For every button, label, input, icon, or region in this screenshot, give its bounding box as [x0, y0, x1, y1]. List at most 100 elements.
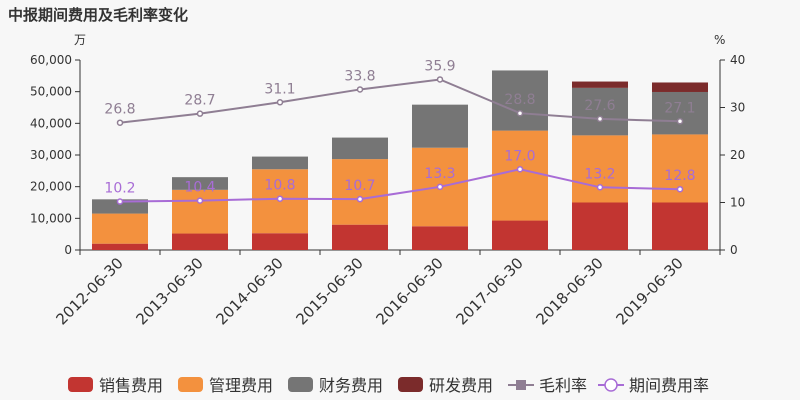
x-tick-label: 2013-06-30 — [132, 254, 206, 328]
line-point — [436, 76, 444, 83]
left-tick-label: 40,000 — [30, 116, 72, 130]
legend-item[interactable]: 销售费用 — [68, 376, 163, 395]
data-label: 10.8 — [264, 178, 295, 194]
legend-marker — [604, 378, 618, 392]
data-label: 28.8 — [504, 92, 535, 108]
data-label: 35.9 — [424, 58, 455, 74]
line-point — [196, 197, 204, 204]
line-point — [676, 185, 684, 193]
bar-segment — [92, 213, 148, 244]
plot-area: 0 10,000 20,000 30,000 40,000 50,000 60,000 0 10… — [30, 53, 745, 328]
legend-swatch — [68, 377, 93, 392]
legend-item[interactable]: 财务费用 — [288, 376, 383, 395]
right-tick-label: 20 — [730, 148, 745, 162]
data-label: 33.8 — [344, 68, 375, 84]
line-point — [196, 110, 204, 117]
bar-segment — [412, 226, 468, 250]
line-point — [356, 195, 364, 203]
bar-segment — [252, 233, 308, 250]
line-point — [436, 183, 444, 191]
line-point — [276, 195, 284, 202]
data-label: 13.3 — [424, 166, 455, 182]
bar-segment — [92, 243, 148, 250]
right-axis-unit: % — [714, 33, 725, 47]
bar-segment — [652, 202, 708, 250]
right-tick-label: 40 — [730, 53, 745, 67]
left-tick-label: 0 — [64, 243, 72, 257]
legend-item[interactable]: 毛利率 — [508, 376, 587, 395]
data-label: 10.2 — [104, 181, 135, 197]
bar-segment — [492, 130, 548, 221]
legend: 销售费用 管理费用 财务费用 研发费用 毛利率 期间费用率 — [68, 376, 709, 395]
line-point — [596, 115, 604, 123]
x-tick-label: 2019-06-30 — [612, 254, 686, 328]
legend-swatch — [398, 377, 423, 392]
left-tick-label: 10,000 — [30, 211, 72, 225]
left-axis-unit: 万 — [74, 33, 86, 47]
series-line — [119, 168, 681, 203]
right-tick-label: 30 — [730, 101, 745, 115]
data-label: 31.1 — [264, 81, 295, 97]
left-tick-label: 50,000 — [30, 85, 72, 99]
bar-segment — [332, 224, 388, 250]
bar-segment — [572, 135, 628, 203]
bar-segment — [412, 104, 468, 148]
right-tick-label: 10 — [730, 196, 745, 210]
legend-label: 财务费用 — [319, 376, 383, 395]
line-point — [676, 118, 684, 125]
right-tick-label: 0 — [730, 243, 738, 257]
data-label: 27.6 — [584, 98, 615, 114]
bar-segment — [572, 81, 628, 88]
legend-marker — [516, 380, 526, 390]
line-point — [596, 184, 604, 191]
x-tick-label: 2016-06-30 — [372, 254, 446, 328]
legend-item[interactable]: 管理费用 — [178, 376, 273, 395]
legend-label: 管理费用 — [209, 376, 273, 395]
data-label: 13.2 — [584, 166, 615, 182]
bar-segment — [572, 202, 628, 250]
x-tick-label: 2018-06-30 — [532, 254, 606, 328]
bar-segment — [332, 159, 388, 225]
bar-segment — [332, 137, 388, 160]
left-tick-label: 30,000 — [30, 148, 72, 162]
x-tick-label: 2017-06-30 — [452, 254, 526, 328]
bar-segment — [652, 82, 708, 92]
line-point — [356, 86, 364, 93]
data-label: 10.7 — [344, 178, 375, 194]
line-point — [116, 198, 124, 205]
bar-segment — [172, 177, 228, 190]
data-label: 27.1 — [664, 100, 695, 116]
x-tick-label: 2012-06-30 — [52, 254, 126, 328]
legend-item[interactable]: 期间费用率 — [598, 376, 709, 395]
left-tick-label: 20,000 — [30, 180, 72, 194]
legend-swatch — [178, 377, 203, 392]
data-label: 12.8 — [664, 168, 695, 184]
line-point — [516, 166, 524, 173]
legend-label: 销售费用 — [99, 376, 163, 395]
data-label: 10.4 — [184, 180, 215, 196]
data-label: 17.0 — [504, 148, 535, 164]
bar-segment — [572, 87, 628, 136]
left-tick-label: 60,000 — [30, 53, 72, 67]
legend-label: 研发费用 — [429, 376, 493, 395]
bar-segment — [492, 70, 548, 131]
data-label: 26.8 — [104, 102, 135, 118]
x-tick-label: 2015-06-30 — [292, 254, 366, 328]
chart-title: 中报期间费用及毛利率变化 — [8, 6, 188, 24]
legend-item[interactable]: 研发费用 — [398, 376, 493, 395]
legend-label: 期间费用率 — [629, 376, 709, 395]
bar-segment — [492, 220, 548, 250]
bar-segment — [172, 189, 228, 234]
legend-swatch — [288, 377, 313, 392]
line-point — [116, 119, 124, 126]
bar-segment — [252, 156, 308, 170]
bar-segment — [92, 199, 148, 214]
bar-segment — [172, 233, 228, 250]
line-point — [276, 99, 284, 106]
legend-label: 毛利率 — [539, 376, 587, 395]
x-tick-label: 2014-06-30 — [212, 254, 286, 328]
data-label: 28.7 — [184, 93, 215, 109]
bar-segment — [652, 91, 708, 135]
series-line — [119, 78, 681, 124]
